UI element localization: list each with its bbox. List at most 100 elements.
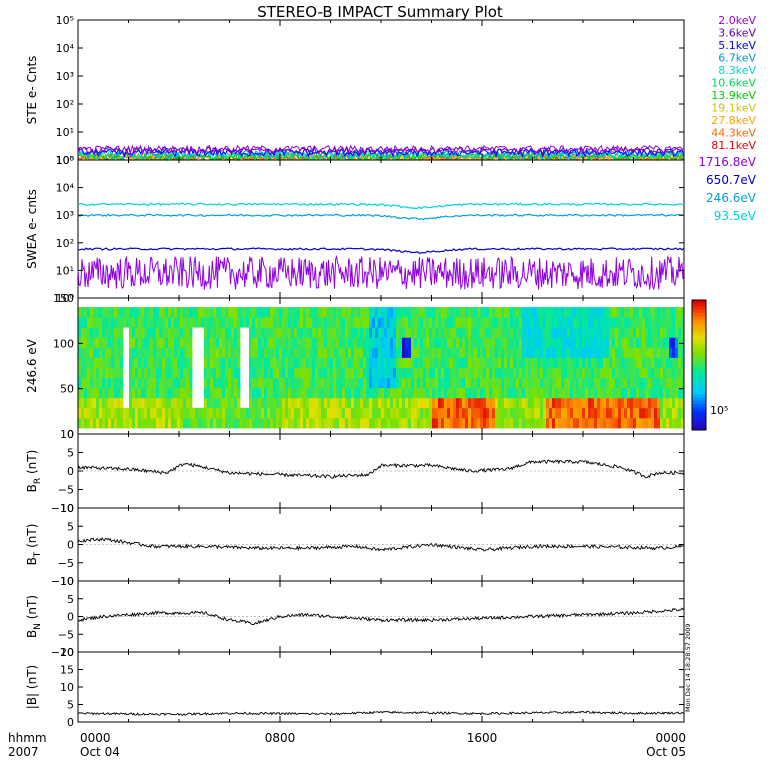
heatmap-cell: [312, 347, 316, 358]
heatmap-cell: [624, 347, 628, 358]
heatmap-cell: [123, 307, 127, 318]
heatmap-cell: [489, 357, 493, 368]
heatmap-cell: [207, 357, 211, 368]
heatmap-cell: [111, 367, 115, 378]
heatmap-cell: [468, 327, 472, 338]
heatmap-cell: [180, 317, 184, 328]
heatmap-cell: [222, 377, 226, 389]
heatmap-cell: [348, 377, 352, 389]
heatmap-cell: [507, 357, 511, 368]
y-tick-label: 5: [67, 593, 74, 606]
heatmap-cell: [447, 407, 451, 419]
heatmap-cell: [183, 327, 187, 338]
heatmap-cell: [660, 407, 664, 419]
heatmap-cell: [639, 397, 643, 409]
heatmap-cell: [675, 417, 679, 429]
heatmap-cell: [447, 397, 451, 409]
heatmap-cell: [312, 357, 316, 368]
heatmap-cell: [612, 397, 616, 409]
heatmap-cell: [282, 317, 286, 328]
heatmap-cell: [648, 417, 652, 429]
heatmap-cell: [423, 417, 427, 429]
heatmap-cell: [150, 407, 154, 419]
heatmap-cell: [81, 397, 85, 409]
heatmap-cell: [339, 327, 343, 338]
heatmap-cell: [207, 377, 211, 389]
heatmap-cell: [444, 307, 448, 318]
heatmap-cell: [324, 397, 328, 409]
heatmap-cell: [561, 307, 565, 318]
heatmap-cell: [324, 367, 328, 378]
heatmap-cell: [393, 367, 397, 378]
y-tick-label: 5: [67, 699, 74, 712]
heatmap-cell: [621, 397, 625, 409]
heatmap-cell: [306, 417, 310, 429]
heatmap-cell: [585, 357, 589, 368]
heatmap-cell: [402, 307, 406, 318]
heatmap-cell: [438, 347, 442, 358]
heatmap-cell: [663, 377, 667, 389]
heatmap-cell: [441, 397, 445, 409]
heatmap-cell: [183, 337, 187, 348]
heatmap-cell: [393, 347, 397, 358]
heatmap-cell: [402, 347, 406, 358]
heatmap-cell: [528, 377, 532, 389]
heatmap-cell: [561, 357, 565, 368]
heatmap-cell: [90, 377, 94, 389]
heatmap-cell: [105, 307, 109, 318]
heatmap-cell: [114, 347, 118, 358]
heatmap-cell: [678, 327, 682, 338]
heatmap-cell: [276, 357, 280, 368]
heatmap-cell: [456, 347, 460, 358]
heatmap-cell: [282, 387, 286, 399]
y-tick-label: 10¹: [56, 264, 74, 277]
heatmap-cell: [294, 347, 298, 358]
heatmap-cell: [351, 347, 355, 358]
heatmap-cell: [117, 347, 121, 358]
heatmap-cell: [276, 387, 280, 399]
heatmap-cell: [585, 317, 589, 328]
heatmap-cell: [558, 307, 562, 318]
heatmap-cell: [120, 307, 124, 318]
heatmap-cell: [171, 357, 175, 368]
heatmap-cell: [582, 387, 586, 399]
heatmap-cell: [609, 337, 613, 348]
heatmap-cell: [648, 307, 652, 318]
heatmap-cell: [543, 407, 547, 419]
heatmap-cell: [537, 327, 541, 338]
heatmap-cell: [534, 357, 538, 368]
heatmap-cell: [180, 307, 184, 318]
heatmap-cell: [288, 347, 292, 358]
heatmap-cell: [189, 307, 193, 318]
heatmap-cell: [297, 417, 301, 429]
heatmap-cell: [306, 307, 310, 318]
heatmap-cell: [429, 347, 433, 358]
heatmap-cell: [597, 317, 601, 328]
heatmap-cell: [531, 347, 535, 358]
heatmap-cell: [342, 317, 346, 328]
heatmap-cell: [654, 307, 658, 318]
heatmap-cell: [525, 417, 529, 429]
heatmap-cell: [237, 367, 241, 378]
heatmap-cell: [99, 387, 103, 399]
heatmap-cell: [261, 357, 265, 368]
heatmap-cell: [306, 377, 310, 389]
heatmap-cell: [612, 407, 616, 419]
heatmap-cell: [282, 397, 286, 409]
heatmap-cell: [132, 337, 136, 348]
heatmap-cell: [369, 327, 373, 338]
heatmap-cell: [450, 317, 454, 328]
heatmap-cell: [240, 317, 244, 328]
heatmap-cell: [99, 367, 103, 378]
heatmap-cell: [480, 347, 484, 358]
heatmap-cell: [528, 317, 532, 328]
heatmap-cell: [558, 387, 562, 399]
heatmap-cell: [117, 417, 121, 429]
heatmap-cell: [549, 377, 553, 389]
heatmap-cell: [483, 387, 487, 399]
heatmap-cell: [138, 307, 142, 318]
heatmap-cell: [372, 387, 376, 399]
heatmap-cell: [276, 377, 280, 389]
heatmap-cell: [519, 357, 523, 368]
heatmap-cell: [216, 347, 220, 358]
